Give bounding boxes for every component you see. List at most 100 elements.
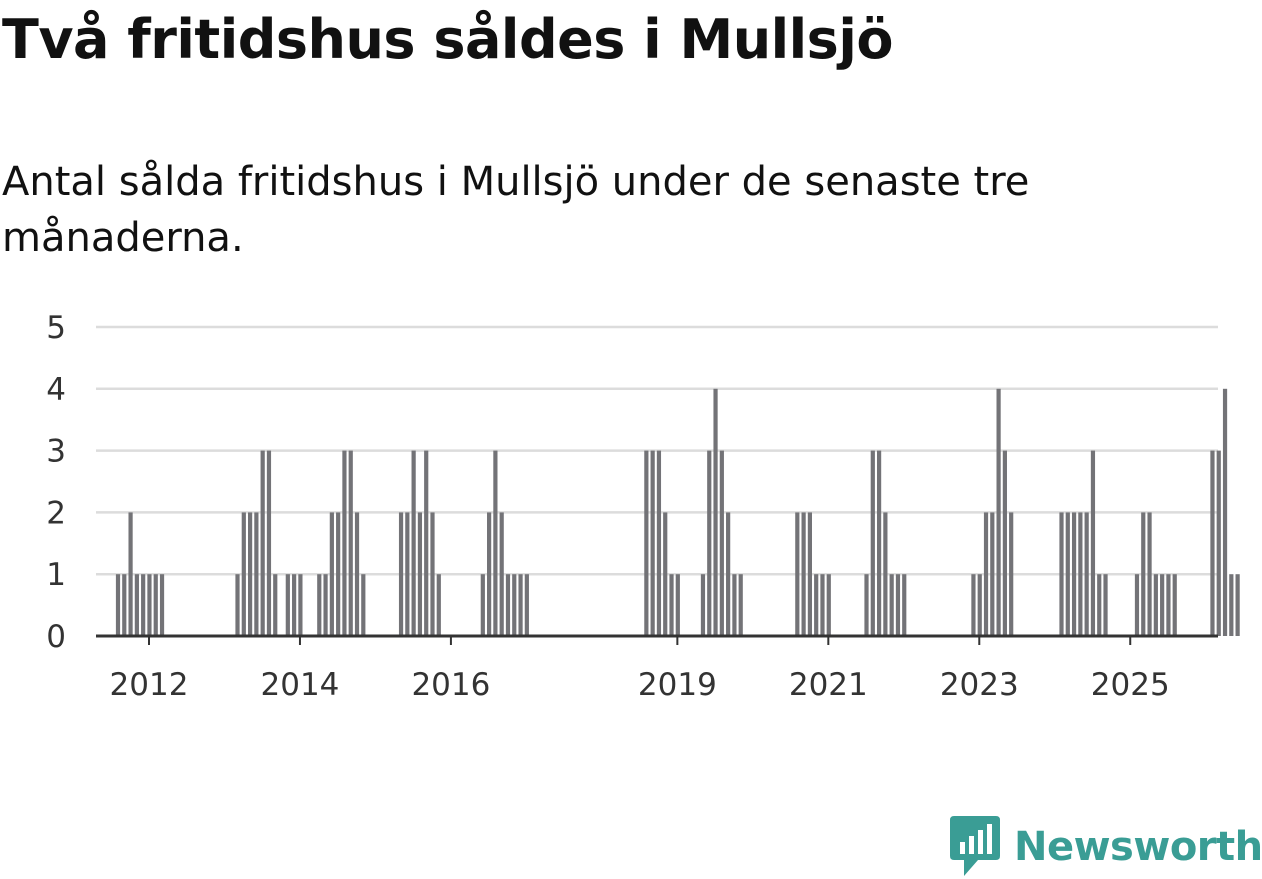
bar — [707, 450, 712, 636]
bar — [417, 512, 423, 636]
y-tick-label: 1 — [46, 557, 66, 593]
bar — [669, 574, 674, 636]
bar — [361, 574, 366, 636]
bar — [147, 574, 152, 636]
bar — [656, 450, 662, 636]
bar — [807, 512, 812, 636]
bar — [411, 450, 416, 636]
bar — [524, 574, 529, 636]
bar — [329, 512, 334, 636]
bar — [159, 574, 165, 636]
y-tick-label: 0 — [46, 619, 66, 655]
bar — [996, 388, 1001, 636]
bar — [883, 512, 888, 636]
y-axis: 0 1 2 3 4 5 — [46, 310, 66, 655]
bar — [436, 574, 441, 636]
bar — [864, 574, 869, 636]
x-tick-label: 2025 — [1091, 667, 1170, 703]
bar — [141, 574, 146, 636]
bar — [1166, 574, 1171, 636]
bar — [663, 512, 668, 636]
y-tick-label: 5 — [46, 310, 66, 346]
bar — [424, 450, 429, 636]
bar — [1059, 512, 1064, 636]
y-tick-label: 4 — [46, 372, 66, 408]
bar — [719, 450, 724, 636]
bar — [317, 574, 322, 636]
bar — [298, 574, 303, 636]
newsworthy-logo-icon — [950, 816, 1000, 876]
bar — [273, 574, 278, 636]
gridlines — [96, 325, 1218, 576]
bar — [814, 574, 819, 636]
bar — [801, 512, 806, 636]
bar — [1134, 574, 1140, 636]
bar — [480, 574, 485, 636]
bar — [153, 574, 158, 636]
bar — [732, 574, 737, 636]
bar — [826, 574, 831, 636]
bar — [895, 574, 901, 636]
bar — [1210, 450, 1215, 636]
bars — [115, 388, 1240, 636]
bar — [644, 450, 649, 636]
x-tick-label: 2014 — [261, 667, 340, 703]
bar — [1229, 574, 1234, 636]
bar — [1097, 574, 1102, 636]
bar — [247, 512, 253, 636]
bar — [1216, 450, 1221, 636]
bar — [1002, 450, 1007, 636]
bar — [405, 512, 410, 636]
bar — [499, 512, 504, 636]
bar — [348, 450, 353, 636]
bar — [518, 574, 523, 636]
bar — [675, 574, 680, 636]
bar — [983, 512, 989, 636]
bar — [1071, 512, 1077, 636]
bar — [870, 450, 875, 636]
bar — [889, 574, 894, 636]
bar — [1009, 512, 1014, 636]
bar — [876, 450, 882, 636]
bar — [342, 450, 347, 636]
bar — [134, 574, 139, 636]
bar — [1078, 512, 1083, 636]
brand-name: Newsworthy — [1014, 824, 1262, 870]
bar — [354, 512, 360, 636]
bar — [336, 512, 341, 636]
bar — [1147, 512, 1152, 636]
bar — [1090, 450, 1096, 636]
chart-title: Två fritidshus såldes i Mullsjö — [2, 8, 893, 71]
newsworthy-logo: Newsworthy — [950, 816, 1262, 878]
bar — [977, 574, 982, 636]
bar — [292, 574, 297, 636]
bar — [902, 574, 907, 636]
bar — [1153, 574, 1158, 636]
bar — [795, 512, 800, 636]
bar — [260, 450, 265, 636]
bar — [1172, 574, 1177, 636]
bar — [990, 512, 995, 636]
bar — [512, 574, 517, 636]
bar — [726, 512, 731, 636]
bar — [650, 450, 655, 636]
x-tick-label: 2016 — [411, 667, 490, 703]
bar — [493, 450, 498, 636]
y-tick-label: 3 — [46, 434, 66, 470]
y-tick-label: 2 — [46, 495, 66, 531]
x-tick-label: 2021 — [789, 667, 868, 703]
x-axis: 2012 2014 2016 2019 2021 2023 2025 — [96, 634, 1218, 703]
bar — [1141, 512, 1146, 636]
bar — [820, 574, 825, 636]
bar — [713, 388, 718, 636]
bar — [487, 512, 492, 636]
bar — [122, 574, 127, 636]
bar — [1235, 574, 1240, 636]
bar — [115, 574, 121, 636]
bar — [1222, 388, 1228, 636]
x-tick-label: 2023 — [940, 667, 1019, 703]
bar — [700, 574, 706, 636]
bar — [1065, 512, 1070, 636]
bar — [285, 574, 290, 636]
